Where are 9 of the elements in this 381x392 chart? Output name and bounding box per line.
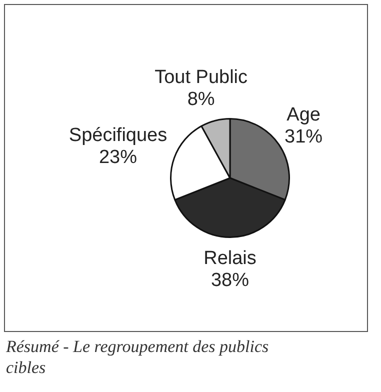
- data-label: 38%: [210, 270, 250, 292]
- slice-label: Tout Public: [154, 67, 248, 88]
- slice-label: Spécifiques: [68, 125, 168, 146]
- text: Résumé - Le regroupement des publics cibles: [6, 336, 270, 378]
- data-label: 31%: [284, 126, 323, 148]
- data-label: 23%: [98, 147, 138, 168]
- slice-label: Relais: [204, 248, 256, 270]
- data-label: 8%: [187, 89, 215, 110]
- slice-label: Age: [286, 104, 320, 126]
